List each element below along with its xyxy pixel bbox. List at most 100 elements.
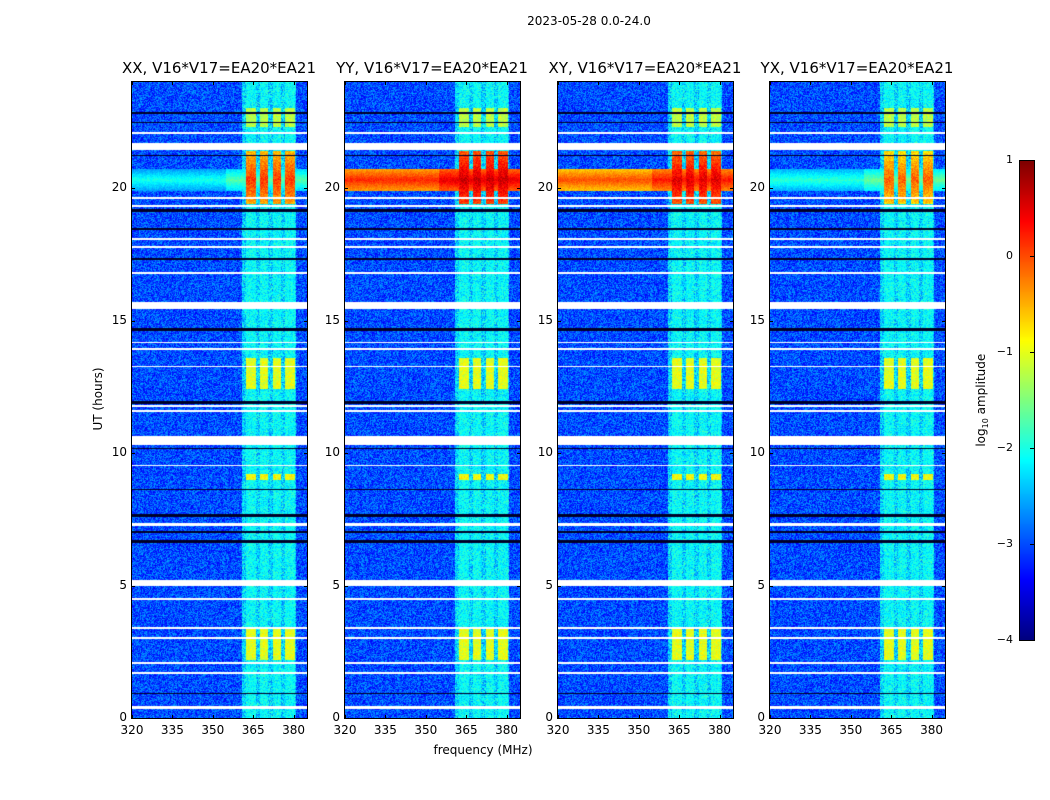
y-tick-label: 10 (537, 445, 553, 459)
x-tick-mark (345, 81, 346, 85)
x-tick-mark (506, 715, 508, 719)
y-tick-mark (517, 718, 521, 719)
x-tick-mark (425, 81, 427, 85)
y-tick-mark (517, 453, 521, 454)
y-tick-mark (344, 585, 348, 587)
x-tick-mark (931, 715, 933, 719)
y-tick-mark (769, 453, 773, 454)
x-tick-label: 380 (708, 723, 731, 737)
y-tick-mark (304, 585, 308, 587)
y-tick-label: 15 (324, 312, 340, 327)
x-tick-label: 365 (454, 723, 478, 737)
y-tick-label: 20 (749, 180, 765, 194)
x-tick-label: 350 (839, 723, 863, 737)
x-tick-mark (891, 715, 893, 719)
y-tick-mark (344, 718, 348, 719)
x-tick-mark (172, 81, 174, 85)
y-tick-label: 20 (324, 180, 340, 194)
y-tick-mark (769, 585, 773, 587)
x-tick-mark (850, 81, 852, 85)
x-tick-mark (172, 715, 174, 719)
colorbar-tick-label: −1 (996, 345, 1013, 358)
y-tick-label: 0 (332, 710, 340, 724)
y-tick-mark (942, 585, 946, 587)
colorbar-gradient (1020, 161, 1034, 640)
x-tick-label: 350 (414, 723, 438, 737)
y-tick-mark (304, 320, 308, 322)
y-tick-mark (517, 188, 521, 189)
x-tick-mark (385, 81, 387, 85)
y-tick-label: 15 (749, 312, 765, 327)
y-tick-mark (131, 320, 135, 322)
y-tick-mark (131, 718, 135, 719)
spectrogram-panel (769, 81, 946, 719)
heatmap-cells (345, 82, 520, 718)
panel-title: YX, V16*V17=EA20*EA21 (760, 59, 954, 77)
heatmap-cells (558, 82, 733, 718)
x-tick-mark (931, 81, 933, 85)
x-tick-mark (253, 715, 255, 719)
y-tick-label: 10 (324, 445, 340, 459)
x-tick-label: 380 (495, 723, 518, 737)
x-tick-label: 335 (798, 723, 822, 737)
heatmap-cells (132, 82, 307, 718)
y-tick-mark (942, 718, 946, 719)
x-tick-mark (466, 715, 468, 719)
y-tick-mark (557, 188, 561, 189)
panel-title: YY, V16*V17=EA20*EA21 (336, 59, 528, 77)
heatmap-cells (770, 82, 945, 718)
y-tick-mark (730, 718, 734, 719)
panel-title: XY, V16*V17=EA20*EA21 (548, 59, 742, 77)
x-tick-mark (212, 81, 214, 85)
x-tick-mark (638, 715, 640, 719)
colorbar-tick-mark (1030, 352, 1034, 353)
y-tick-mark (517, 320, 521, 322)
spectrogram-panel (131, 81, 308, 719)
y-tick-mark (557, 453, 561, 454)
y-tick-mark (557, 718, 561, 719)
y-tick-label: 0 (757, 710, 765, 724)
y-tick-label: 10 (749, 445, 765, 459)
y-tick-label: 5 (545, 577, 553, 592)
y-tick-mark (131, 188, 135, 189)
x-tick-mark (810, 715, 812, 719)
y-tick-label: 20 (537, 180, 553, 194)
colorbar (1019, 160, 1035, 641)
y-tick-label: 0 (119, 710, 127, 724)
y-tick-mark (769, 718, 773, 719)
y-tick-mark (942, 188, 946, 189)
y-tick-mark (304, 718, 308, 719)
y-tick-mark (557, 585, 561, 587)
x-tick-label: 350 (627, 723, 651, 737)
x-tick-mark (770, 81, 771, 85)
colorbar-tick-mark (1030, 256, 1034, 257)
y-tick-mark (304, 188, 308, 189)
x-tick-mark (558, 715, 559, 719)
y-tick-mark (769, 320, 773, 322)
colorbar-tick-mark (1030, 544, 1034, 545)
y-axis-label: UT (hours) (91, 367, 105, 431)
y-tick-mark (730, 453, 734, 454)
y-tick-mark (131, 585, 135, 587)
figure-title: 2023-05-28 0.0-24.0 (527, 14, 651, 28)
x-tick-mark (385, 715, 387, 719)
x-tick-mark (638, 81, 640, 85)
spectrogram-panel (344, 81, 521, 719)
colorbar-tick-label: −3 (996, 537, 1013, 550)
y-tick-mark (344, 188, 348, 189)
y-tick-label: 15 (537, 312, 553, 327)
x-tick-mark (598, 81, 600, 85)
x-tick-mark (212, 715, 214, 719)
y-tick-mark (769, 188, 773, 189)
colorbar-tick-label: −4 (996, 633, 1013, 646)
colorbar-tick-mark (1030, 160, 1034, 161)
y-tick-mark (517, 585, 521, 587)
x-tick-mark (679, 715, 681, 719)
x-tick-mark (425, 715, 427, 719)
x-tick-label: 380 (920, 723, 943, 737)
y-tick-label: 0 (545, 710, 553, 724)
y-tick-mark (304, 453, 308, 454)
y-tick-label: 5 (119, 577, 127, 592)
y-tick-mark (131, 453, 135, 454)
y-tick-mark (942, 320, 946, 322)
